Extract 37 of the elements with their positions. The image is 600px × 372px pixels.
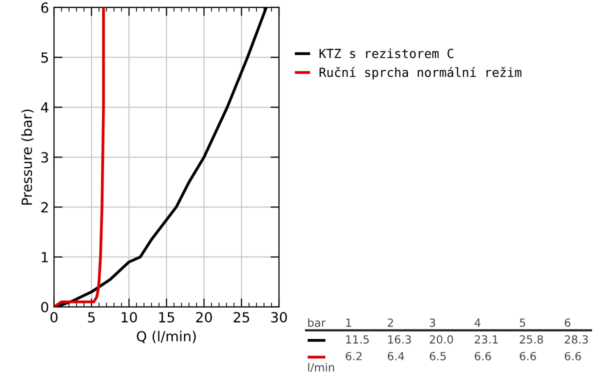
y-tick-label: 5 — [41, 52, 48, 63]
text: 20.0 — [430, 335, 453, 344]
y-tick-label: 4 — [40, 102, 48, 113]
text: 4 — [474, 318, 480, 327]
text: 1 — [346, 318, 352, 327]
x-tick-label: 15 — [159, 312, 174, 323]
x-tick-label: 5 — [88, 312, 95, 323]
x-tick-label: 25 — [234, 312, 250, 323]
text: 6.2 — [346, 352, 362, 360]
x-tick-label: 20 — [196, 312, 212, 323]
text: 16.3 — [388, 335, 411, 344]
legend-label: Ruční sprcha normální režim — [320, 66, 522, 80]
y-tick-label: 3 — [41, 152, 48, 163]
x-axis-title: Q (l/min) — [136, 330, 196, 344]
text: 25.8 — [520, 335, 543, 344]
x-tick-label: 0 — [50, 312, 58, 323]
text: 2 — [388, 318, 393, 327]
text: 6.6 — [474, 352, 491, 360]
text: 11.5 — [346, 335, 369, 344]
x-tick-label: 30 — [271, 312, 287, 323]
legend-label: KTZ s rezistorem C — [320, 48, 454, 58]
text: l/min — [308, 362, 334, 372]
text: 6.6 — [520, 352, 536, 360]
text: 23.1 — [474, 335, 498, 344]
text: 6.6 — [564, 352, 581, 360]
y-tick-label: 0 — [41, 302, 48, 312]
text: 3 — [430, 318, 436, 327]
text: 6.4 — [388, 352, 404, 360]
text: 6 — [564, 318, 570, 327]
y-tick-label: 2 — [41, 202, 48, 212]
y-axis-title: Pressure (bar) — [21, 110, 34, 205]
text: 28.3 — [564, 335, 588, 344]
x-tick-label: 10 — [122, 312, 137, 323]
y-tick-label: 6 — [41, 2, 48, 13]
text: bar — [308, 318, 326, 327]
y-tick-label: 1 — [42, 252, 48, 262]
text: 6.5 — [430, 352, 446, 360]
